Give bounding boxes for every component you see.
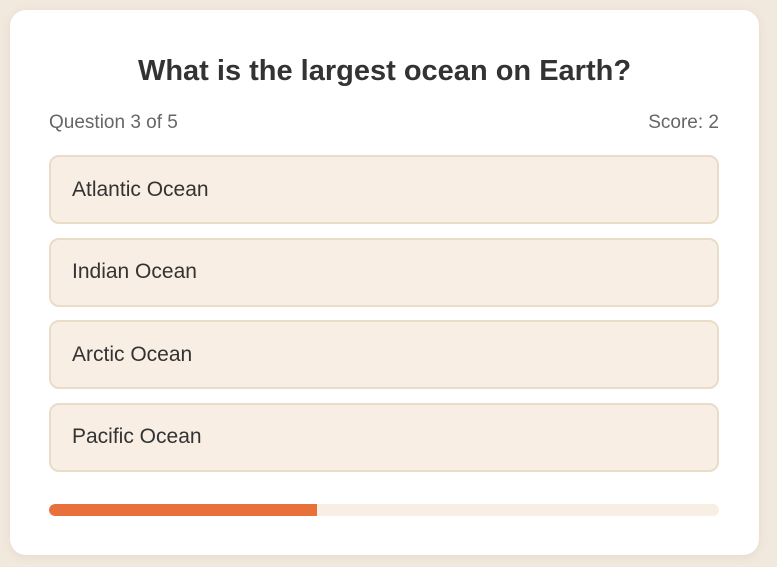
- quiz-card: What is the largest ocean on Earth? Ques…: [10, 10, 759, 555]
- question-title: What is the largest ocean on Earth?: [137, 55, 632, 87]
- progress-bar-fill: [49, 504, 317, 516]
- progress-bar: [49, 504, 719, 516]
- question-counter: Question 3 of 5: [49, 112, 178, 133]
- answer-option-indian[interactable]: Indian Ocean: [49, 237, 719, 307]
- quiz-meta: Question 3 of 5 Score: 2: [49, 111, 719, 135]
- score-display: Score: 2: [648, 112, 719, 133]
- answer-option-pacific[interactable]: Pacific Ocean: [49, 402, 719, 472]
- answer-option-atlantic[interactable]: Atlantic Ocean: [49, 155, 719, 224]
- answer-option-arctic[interactable]: Arctic Ocean: [49, 320, 719, 389]
- answer-options: Atlantic Ocean Indian Ocean Arctic Ocean…: [49, 155, 719, 485]
